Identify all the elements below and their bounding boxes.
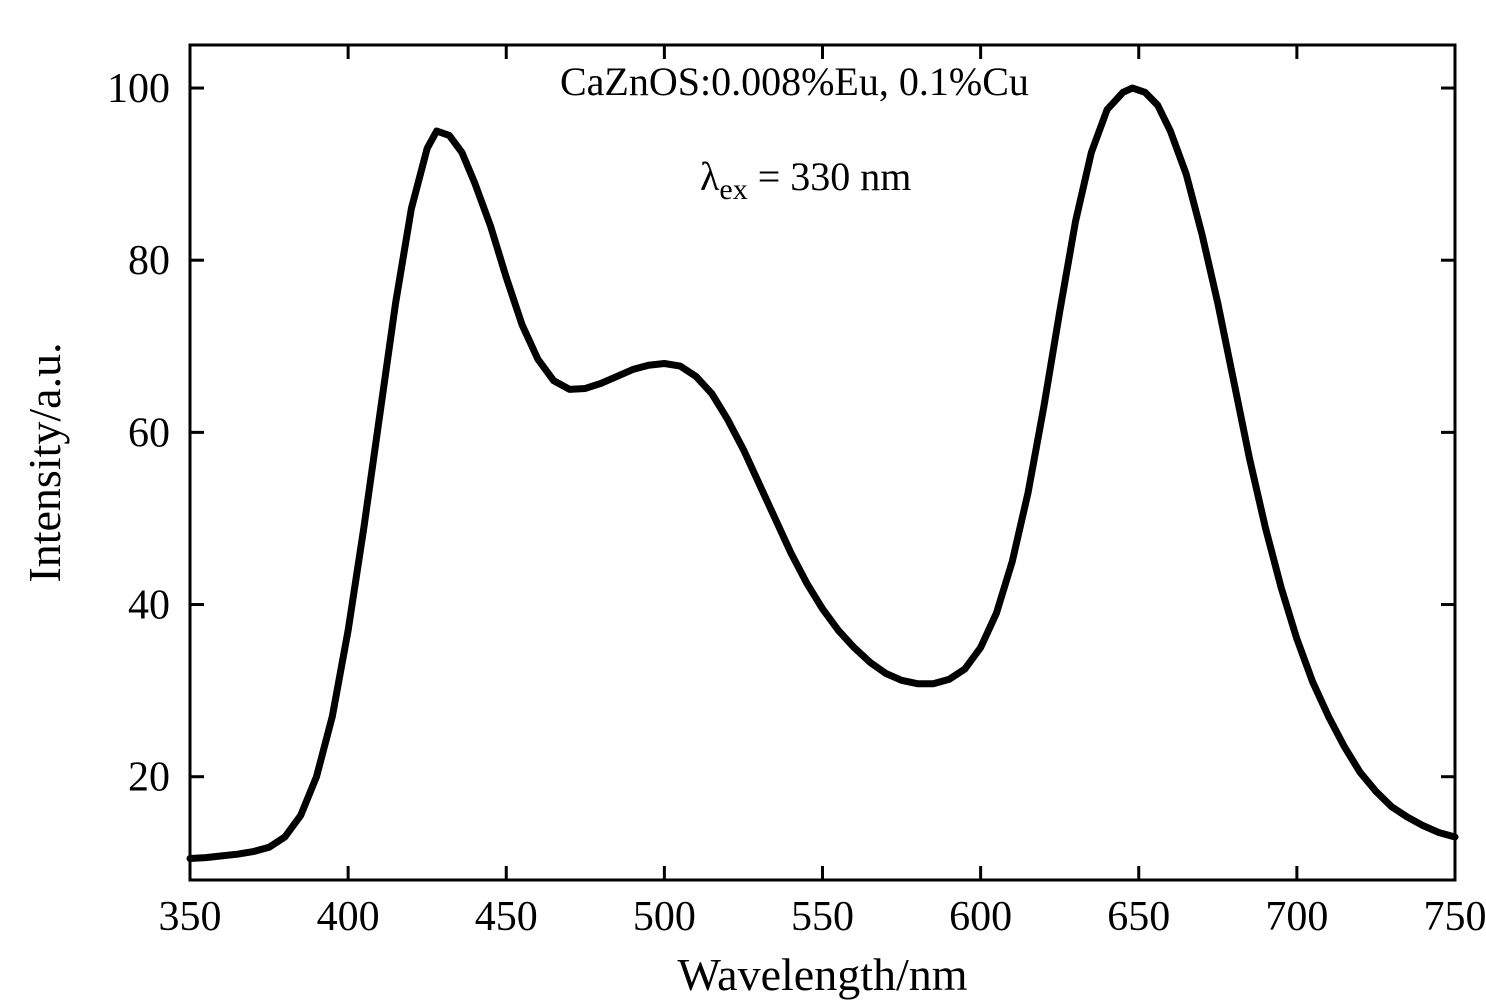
y-tick-label: 20 (128, 755, 170, 801)
chart-container: 350 400 450 500 550 600 650 700 750 20 40 60 80 100 Wa… (0, 0, 1486, 1007)
x-tick-label: 700 (1265, 894, 1328, 940)
emission-spectrum-chart: 350 400 450 500 550 600 650 700 750 20 40 60 80 100 Wa… (0, 0, 1486, 1007)
y-axis-label: Intensity/a.u. (19, 342, 70, 582)
y-tick-label: 40 (128, 583, 170, 629)
x-tick-label: 600 (949, 894, 1012, 940)
x-axis-label: Wavelength/nm (677, 949, 967, 1000)
y-tick-label: 60 (128, 410, 170, 456)
x-tick-label: 350 (159, 894, 222, 940)
chart-annotation: CaZnOS:0.008%Eu, 0.1%Cu (560, 59, 1029, 104)
y-tick-label: 80 (128, 238, 170, 284)
x-tick-label: 500 (633, 894, 696, 940)
y-tick-label: 100 (107, 66, 170, 112)
x-tick-label: 450 (475, 894, 538, 940)
x-tick-label: 400 (317, 894, 380, 940)
x-tick-label: 550 (791, 894, 854, 940)
x-tick-label: 650 (1107, 894, 1170, 940)
x-tick-label: 750 (1424, 894, 1486, 940)
